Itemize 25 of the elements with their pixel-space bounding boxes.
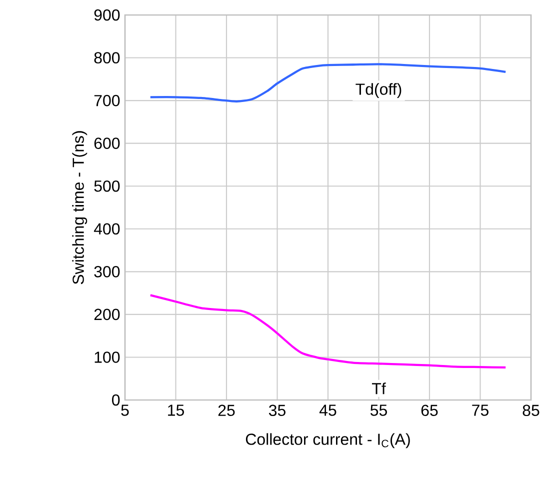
y-tick-label: 0	[112, 394, 120, 406]
x-tick-label: 55	[370, 404, 387, 416]
y-tick-label: 200	[94, 308, 120, 320]
x-tick-label: 25	[218, 404, 235, 416]
x-tick-label: 85	[522, 404, 540, 416]
x-tick-label: 35	[268, 404, 286, 416]
y-tick-label: 300	[94, 266, 120, 278]
series-label: Tf	[372, 382, 386, 394]
y-tick-label: 600	[94, 138, 120, 149]
line-series	[149, 294, 507, 369]
x-tick-label: 45	[319, 404, 336, 416]
x-tick-label: 15	[168, 404, 184, 416]
x-tick-label: 5	[121, 404, 129, 416]
line-series	[149, 63, 507, 102]
y-tick-label: 500	[94, 180, 120, 192]
y-tick-label: 700	[94, 94, 120, 106]
y-tick-label: 800	[94, 52, 120, 64]
x-axis-title: Collector current - I$_{C}$(A)	[246, 433, 410, 448]
y-tick-label: 900	[94, 9, 120, 21]
x-tick-label: 65	[421, 404, 438, 416]
x-tick-label: 75	[472, 404, 488, 416]
series-label: Td(off)	[356, 83, 402, 98]
y-axis-title: Switching time - T(ns)	[72, 131, 88, 284]
y-tick-label: 400	[94, 223, 120, 235]
y-tick-label: 100	[94, 352, 120, 363]
